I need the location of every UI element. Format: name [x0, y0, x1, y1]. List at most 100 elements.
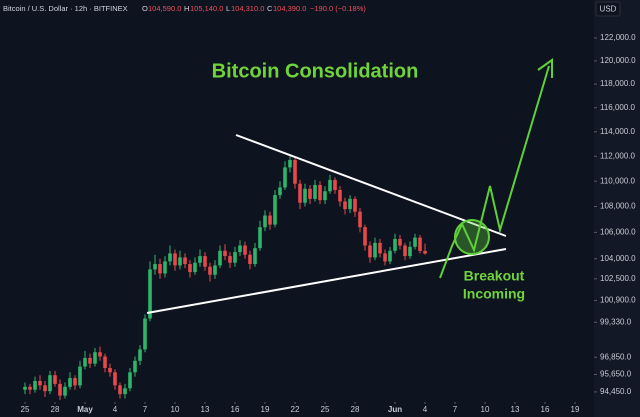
ohlc-label: L: [226, 4, 230, 13]
x-tick-label: 16: [231, 405, 240, 414]
x-tick-label: 28: [51, 405, 60, 414]
candle-body: [173, 253, 177, 266]
candle-body: [318, 184, 322, 201]
y-tick-label: 116,000.0: [600, 103, 636, 112]
candle-body: [408, 246, 412, 257]
y-tick-label: 94,450.0: [600, 387, 632, 396]
candle-body: [308, 188, 312, 199]
x-tick-label: 25: [21, 405, 30, 414]
price-axis: [594, 0, 640, 417]
candle-body: [258, 227, 262, 249]
x-tick-label: 7: [143, 405, 148, 414]
x-tick-label: 13: [511, 405, 520, 414]
x-tick-label: 10: [171, 405, 180, 414]
y-tick-label: 108,000.0: [600, 202, 636, 211]
candle-body: [103, 356, 107, 368]
header: Bitcoin / U.S. Dollar · 12h · BITFINEX O…: [3, 4, 366, 13]
candle-body: [383, 253, 387, 262]
x-tick-label: 28: [351, 405, 360, 414]
candle-body: [143, 318, 147, 350]
y-tick-label: 120,000.0: [600, 56, 636, 65]
y-tick-label: 104,000.0: [600, 254, 636, 263]
resistance-line: [235, 134, 507, 237]
candle-body: [83, 357, 87, 367]
candle-body: [23, 386, 27, 390]
arrow-head: [537, 58, 553, 78]
currency-box: [595, 1, 621, 17]
candle-body: [253, 248, 257, 265]
candle-body: [278, 187, 282, 196]
highlight-circle: [454, 219, 490, 255]
candle-body: [148, 269, 152, 319]
x-tick-label: 10: [481, 405, 490, 414]
candle-body: [43, 385, 47, 392]
candle-body: [223, 250, 227, 257]
candle-body: [168, 253, 172, 262]
candle-body: [398, 238, 402, 246]
candle-body: [98, 352, 102, 357]
candle-body: [178, 257, 182, 266]
x-tick-label: 16: [541, 405, 550, 414]
y-tick-label: 99,330.0: [600, 317, 632, 326]
annotation: Breakout: [464, 268, 525, 284]
y-tick-label: 110,000.0: [600, 176, 636, 185]
ohlc-label: O: [142, 4, 148, 13]
y-tick-label: 95,650.0: [600, 370, 632, 379]
candle-body: [68, 378, 72, 387]
candle-body: [343, 201, 347, 210]
candle-body: [203, 256, 207, 267]
candle-body: [338, 190, 342, 202]
candle-body: [123, 388, 127, 395]
x-tick-label: 22: [291, 405, 300, 414]
candle-body: [248, 254, 252, 265]
candle-body: [158, 264, 162, 274]
candle-body: [138, 349, 142, 361]
ohlc-value: 104,590.0: [148, 4, 181, 13]
x-tick-label: 19: [571, 405, 580, 414]
candle-body: [208, 266, 212, 275]
candle-body: [293, 159, 297, 184]
y-tick-label: 112,000.0: [600, 151, 636, 160]
candle-body: [218, 250, 222, 266]
x-tick-label: May: [77, 405, 93, 414]
candle-body: [163, 261, 167, 274]
ohlc-value: 105,140.0: [190, 4, 223, 13]
candle-body: [228, 256, 232, 263]
candle-body: [233, 252, 237, 263]
y-tick-label: 122,000.0: [600, 33, 636, 42]
candle-body: [423, 250, 427, 254]
projection-path: [439, 65, 550, 279]
candle-body: [133, 360, 137, 373]
candle-body: [273, 195, 277, 225]
candle-body: [388, 250, 392, 262]
candle-body: [268, 215, 272, 225]
symbol: Bitcoin / U.S. Dollar · 12h · BITFINEX: [3, 4, 128, 13]
candle-body: [418, 237, 422, 251]
candle-body: [108, 367, 112, 373]
candle-body: [353, 198, 357, 212]
plot: [23, 156, 427, 400]
currency: USD: [600, 5, 617, 14]
candle-body: [303, 188, 307, 203]
candle-body: [263, 215, 267, 228]
ohlc-value: 104,310.0: [231, 4, 264, 13]
candle-body: [323, 191, 327, 201]
candle-body: [213, 265, 217, 275]
candle-body: [63, 386, 67, 396]
candle-body: [198, 256, 202, 263]
candle-body: [53, 375, 57, 384]
candle-body: [193, 262, 197, 273]
x-tick-label: 4: [113, 405, 118, 414]
ohlc-value: 104,390.0: [273, 4, 306, 13]
x-tick-label: Jun: [388, 405, 402, 414]
x-tick-label: 4: [423, 405, 428, 414]
y-tick-label: 100,900.0: [600, 296, 636, 305]
candle-body: [73, 378, 77, 386]
candle-body: [363, 227, 367, 246]
y-tick-label: 114,000.0: [600, 127, 636, 136]
candle-body: [48, 375, 52, 392]
candle-body: [358, 211, 362, 228]
candle-body: [38, 380, 42, 386]
candle-body: [333, 179, 337, 191]
